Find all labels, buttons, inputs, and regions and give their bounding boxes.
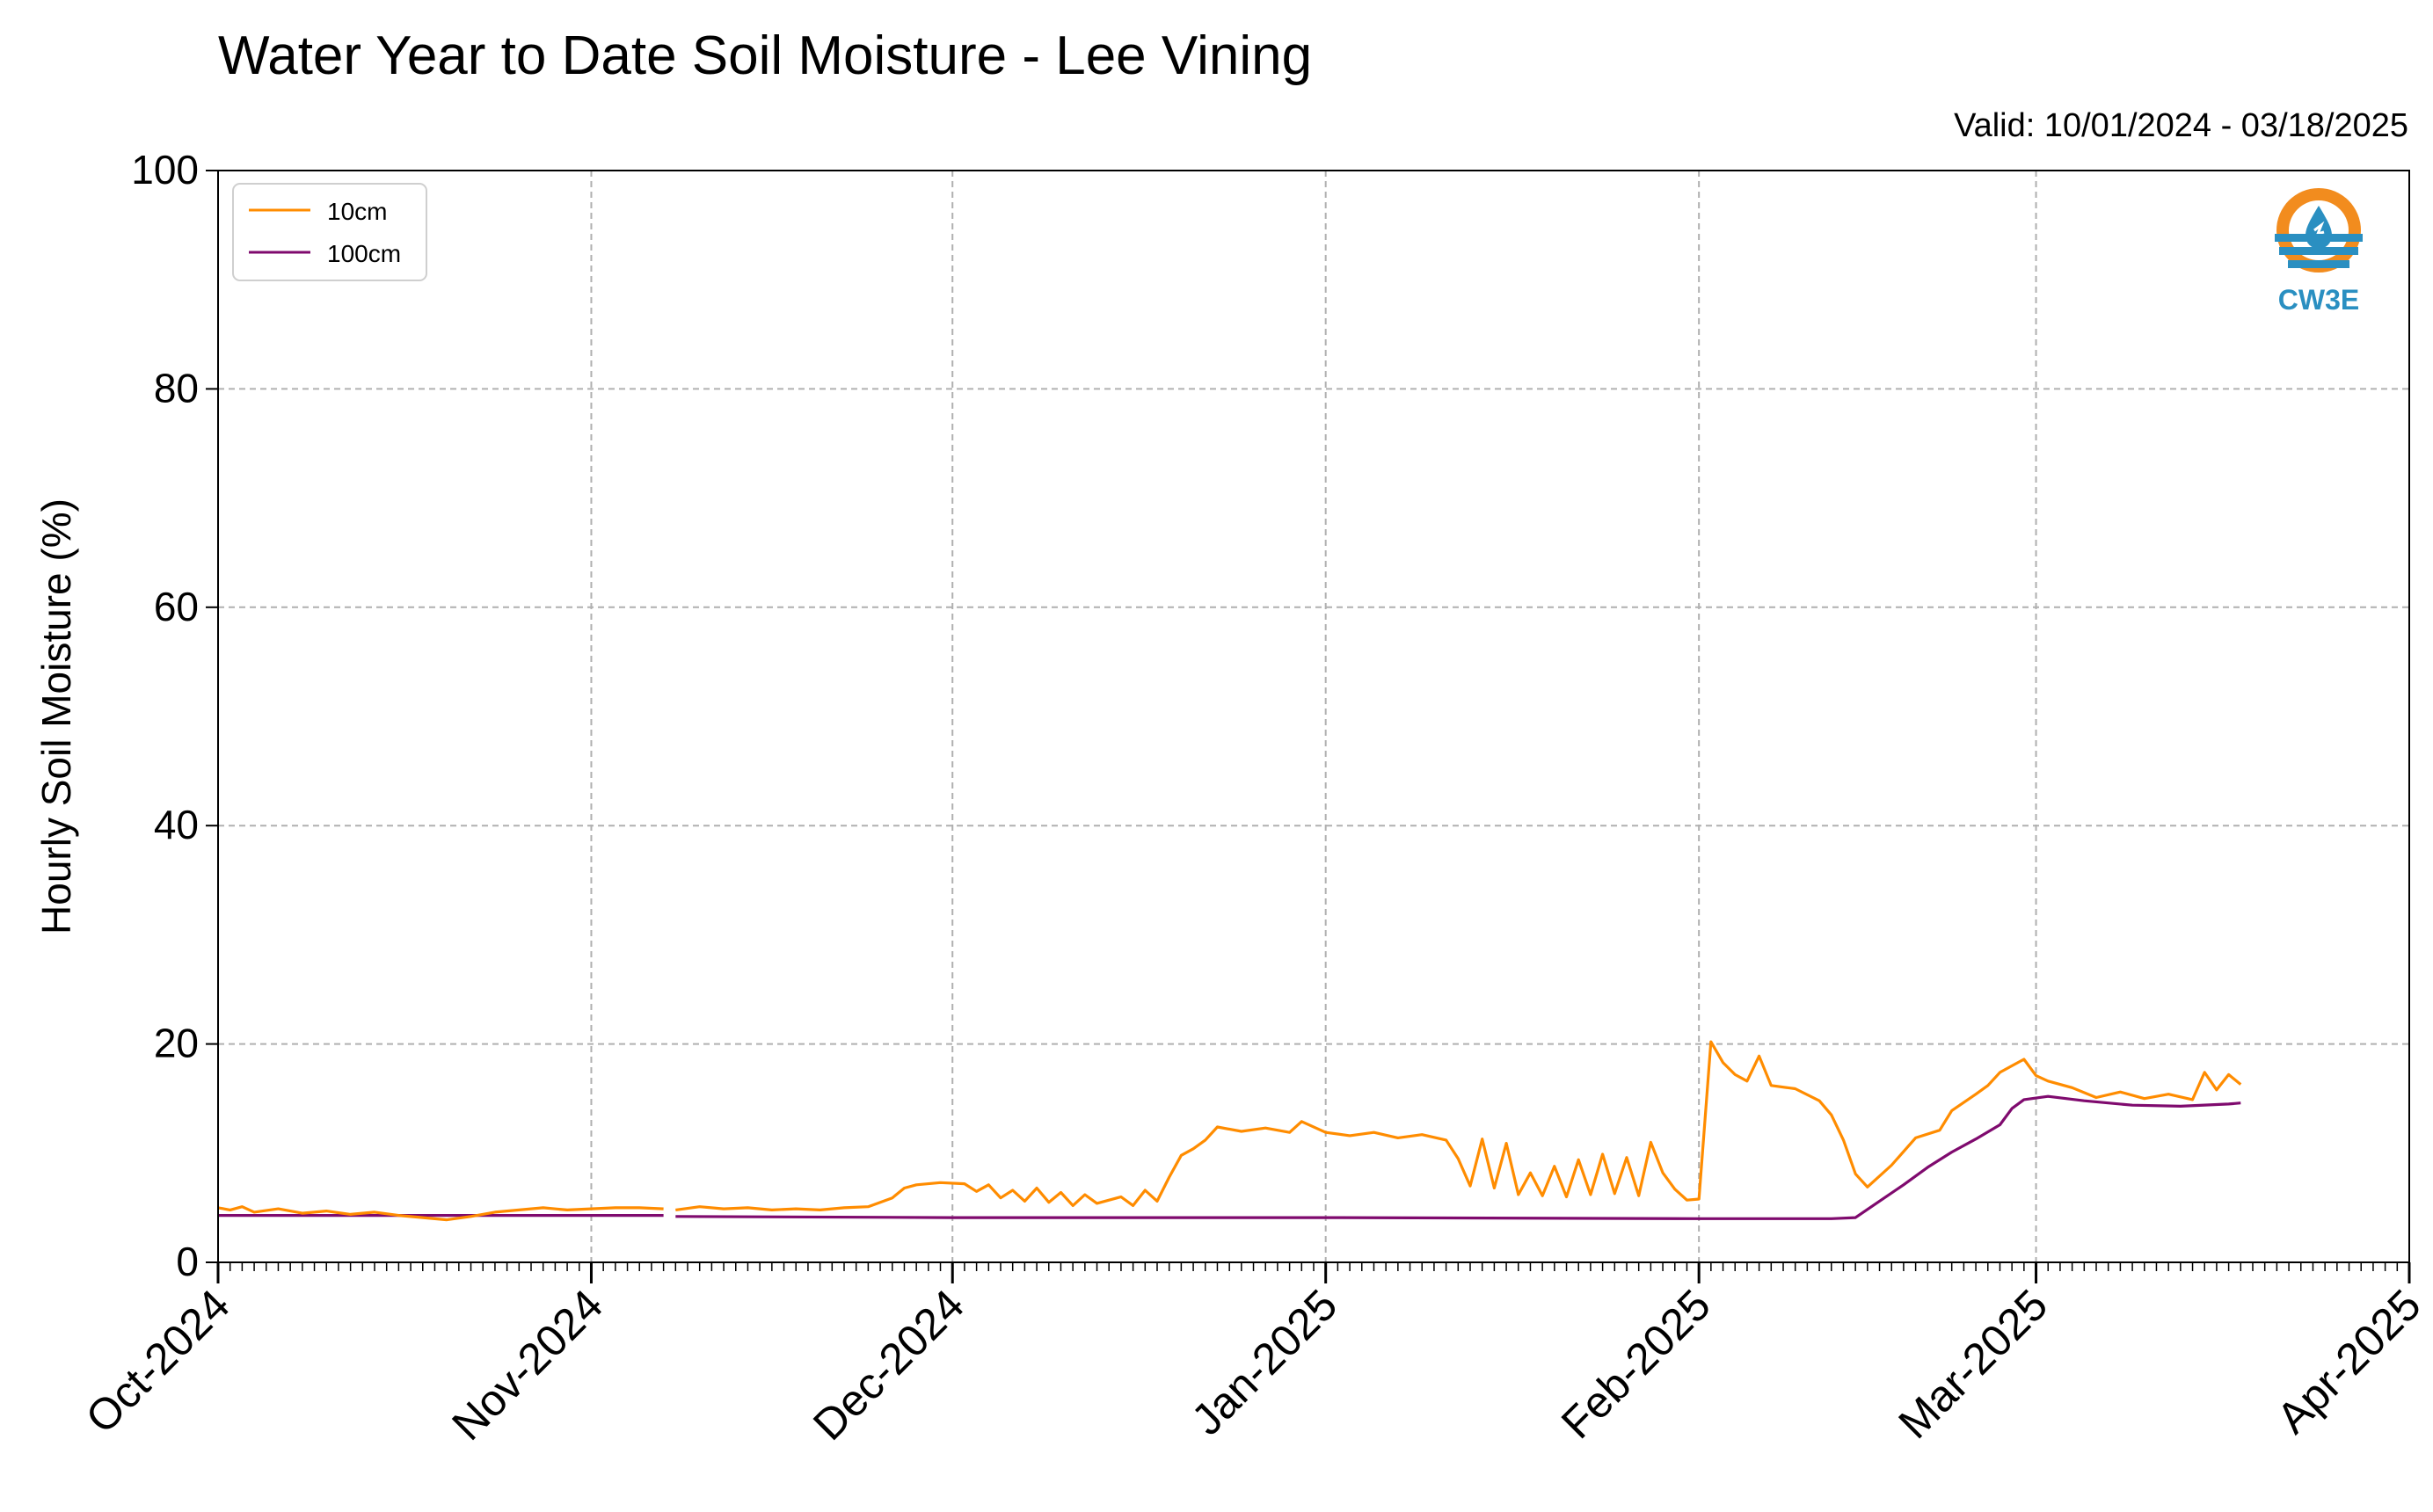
x-tick-label: Mar-2025 <box>1889 1280 2057 1448</box>
legend-label-10cm: 10cm <box>327 198 387 225</box>
logo-wave-1 <box>2275 234 2363 242</box>
axis-ticks: 0 20 40 60 80 100 Oct-2024 Nov-2024 Dec-2024 Jan-… <box>76 147 2430 1450</box>
x-tick-label: Oct-2024 <box>76 1280 239 1443</box>
plot-frame <box>217 170 2410 1263</box>
legend-label-100cm: 100cm <box>327 240 401 267</box>
y-tick-label: 100 <box>131 147 199 193</box>
logo-wave-2 <box>2279 247 2358 255</box>
cw3e-logo: CW3E <box>2275 188 2363 316</box>
grid <box>218 171 2409 1262</box>
series-line-100cm <box>218 1094 2241 1220</box>
legend-box <box>232 183 427 281</box>
x-tick-label: Apr-2025 <box>2268 1280 2430 1443</box>
y-tick-label: 80 <box>154 365 199 411</box>
y-tick-label: 0 <box>176 1239 199 1284</box>
logo-text: CW3E <box>2278 284 2359 316</box>
chart-title: Water Year to Date Soil Moisture - Lee V… <box>218 25 1313 86</box>
series-line-10cm <box>217 1040 2242 1222</box>
y-tick-label: 20 <box>154 1021 199 1066</box>
series-layer <box>217 1040 2242 1222</box>
y-tick-label: 40 <box>154 802 199 847</box>
y-axis-label: Hourly Soil Moisture (%) <box>33 498 79 934</box>
x-tick-label: Dec-2024 <box>804 1280 973 1450</box>
x-tick-label: Feb-2025 <box>1552 1280 1720 1448</box>
logo-swirl-icon <box>2313 221 2325 236</box>
legend: 10cm 100cm <box>232 183 427 281</box>
x-tick-label: Jan-2025 <box>1182 1280 1346 1444</box>
y-tick-label: 60 <box>154 584 199 629</box>
valid-date-range: Valid: 10/01/2024 - 03/18/2025 <box>1954 107 2408 144</box>
logo-wave-3 <box>2288 260 2349 268</box>
x-tick-label: Nov-2024 <box>442 1280 612 1450</box>
